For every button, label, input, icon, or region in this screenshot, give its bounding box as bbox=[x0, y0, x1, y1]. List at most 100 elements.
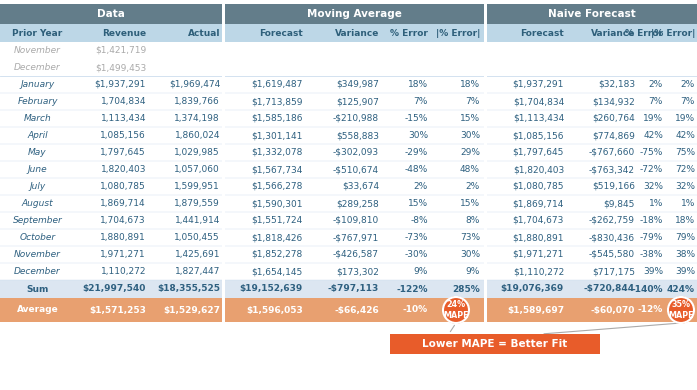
Bar bbox=[381, 110, 430, 127]
Bar bbox=[482, 110, 566, 127]
Text: -$797,113: -$797,113 bbox=[328, 284, 379, 294]
Text: $1,619,487: $1,619,487 bbox=[252, 80, 303, 89]
Bar bbox=[222, 280, 305, 298]
Text: -18%: -18% bbox=[640, 216, 663, 225]
Text: $1,937,291: $1,937,291 bbox=[95, 80, 146, 89]
Bar bbox=[482, 229, 566, 246]
Bar bbox=[665, 24, 697, 42]
Bar bbox=[637, 144, 665, 161]
Text: -75%: -75% bbox=[640, 148, 663, 157]
Text: $1,969,474: $1,969,474 bbox=[169, 80, 220, 89]
Bar bbox=[75, 178, 148, 195]
Text: $33,674: $33,674 bbox=[342, 182, 379, 191]
Text: 48%: 48% bbox=[460, 165, 480, 174]
Bar bbox=[665, 93, 697, 110]
Text: 29%: 29% bbox=[460, 148, 480, 157]
Text: -73%: -73% bbox=[405, 233, 428, 242]
Bar bbox=[637, 24, 665, 42]
Bar bbox=[75, 127, 148, 144]
Bar bbox=[222, 161, 305, 178]
Bar bbox=[222, 24, 305, 42]
Bar bbox=[222, 127, 305, 144]
Bar bbox=[430, 76, 482, 93]
Text: 38%: 38% bbox=[675, 250, 695, 259]
Text: $1,585,186: $1,585,186 bbox=[252, 114, 303, 123]
Bar bbox=[222, 212, 305, 229]
Bar bbox=[148, 42, 222, 59]
Bar bbox=[637, 212, 665, 229]
Text: 24%
MAPE: 24% MAPE bbox=[443, 300, 469, 320]
Text: Moving Average: Moving Average bbox=[307, 9, 402, 19]
Text: $32,183: $32,183 bbox=[598, 80, 635, 89]
Bar bbox=[305, 212, 381, 229]
Text: 1,425,691: 1,425,691 bbox=[174, 250, 220, 259]
Bar bbox=[381, 161, 430, 178]
Bar bbox=[0, 280, 75, 298]
Bar bbox=[665, 280, 697, 298]
Text: 7%: 7% bbox=[649, 97, 663, 106]
Bar bbox=[381, 298, 430, 322]
Bar bbox=[566, 59, 637, 76]
Bar bbox=[305, 127, 381, 144]
Text: 1,110,272: 1,110,272 bbox=[100, 267, 146, 276]
Bar bbox=[482, 195, 566, 212]
Text: 9%: 9% bbox=[466, 267, 480, 276]
Text: 1%: 1% bbox=[681, 199, 695, 208]
Text: -72%: -72% bbox=[640, 165, 663, 174]
Bar bbox=[665, 178, 697, 195]
Bar bbox=[482, 24, 566, 42]
Bar bbox=[381, 42, 430, 59]
Bar bbox=[637, 229, 665, 246]
Bar bbox=[0, 195, 75, 212]
Bar bbox=[381, 93, 430, 110]
Text: May: May bbox=[28, 148, 47, 157]
Bar bbox=[381, 212, 430, 229]
Text: November: November bbox=[14, 250, 61, 259]
Bar bbox=[0, 93, 75, 110]
Text: $19,076,369: $19,076,369 bbox=[500, 284, 564, 294]
Text: $1,529,627: $1,529,627 bbox=[163, 305, 220, 314]
Bar bbox=[566, 127, 637, 144]
Text: $1,937,291: $1,937,291 bbox=[512, 80, 564, 89]
Text: $1,869,714: $1,869,714 bbox=[512, 199, 564, 208]
Bar bbox=[484, 4, 487, 322]
Text: $21,997,540: $21,997,540 bbox=[83, 284, 146, 294]
Bar bbox=[482, 212, 566, 229]
Text: -29%: -29% bbox=[405, 148, 428, 157]
Text: -12%: -12% bbox=[638, 305, 663, 314]
Text: 1,080,785: 1,080,785 bbox=[100, 182, 146, 191]
Bar bbox=[665, 110, 697, 127]
Bar bbox=[430, 59, 482, 76]
Bar bbox=[75, 161, 148, 178]
Bar bbox=[637, 298, 665, 322]
Text: 424%: 424% bbox=[667, 284, 695, 294]
Text: |% Error|: |% Error| bbox=[436, 28, 480, 37]
Text: 1,879,559: 1,879,559 bbox=[174, 199, 220, 208]
Bar bbox=[665, 144, 697, 161]
Bar bbox=[566, 280, 637, 298]
Text: 42%: 42% bbox=[643, 131, 663, 140]
Bar bbox=[665, 127, 697, 144]
Text: August: August bbox=[22, 199, 53, 208]
Bar bbox=[222, 93, 305, 110]
Bar bbox=[430, 212, 482, 229]
Text: 1,704,834: 1,704,834 bbox=[100, 97, 146, 106]
Bar bbox=[430, 298, 482, 322]
Text: April: April bbox=[27, 131, 48, 140]
Text: 2%: 2% bbox=[414, 182, 428, 191]
Bar bbox=[75, 280, 148, 298]
Bar bbox=[75, 76, 148, 93]
Text: 1,880,891: 1,880,891 bbox=[100, 233, 146, 242]
Bar bbox=[637, 178, 665, 195]
Bar bbox=[148, 59, 222, 76]
Text: September: September bbox=[13, 216, 62, 225]
Bar bbox=[0, 178, 75, 195]
Bar bbox=[148, 298, 222, 322]
Text: $1,596,053: $1,596,053 bbox=[246, 305, 303, 314]
Text: -$510,674: -$510,674 bbox=[333, 165, 379, 174]
Text: $774,869: $774,869 bbox=[592, 131, 635, 140]
Text: October: October bbox=[20, 233, 56, 242]
Bar bbox=[148, 246, 222, 263]
Bar bbox=[637, 127, 665, 144]
Text: 9%: 9% bbox=[413, 267, 428, 276]
